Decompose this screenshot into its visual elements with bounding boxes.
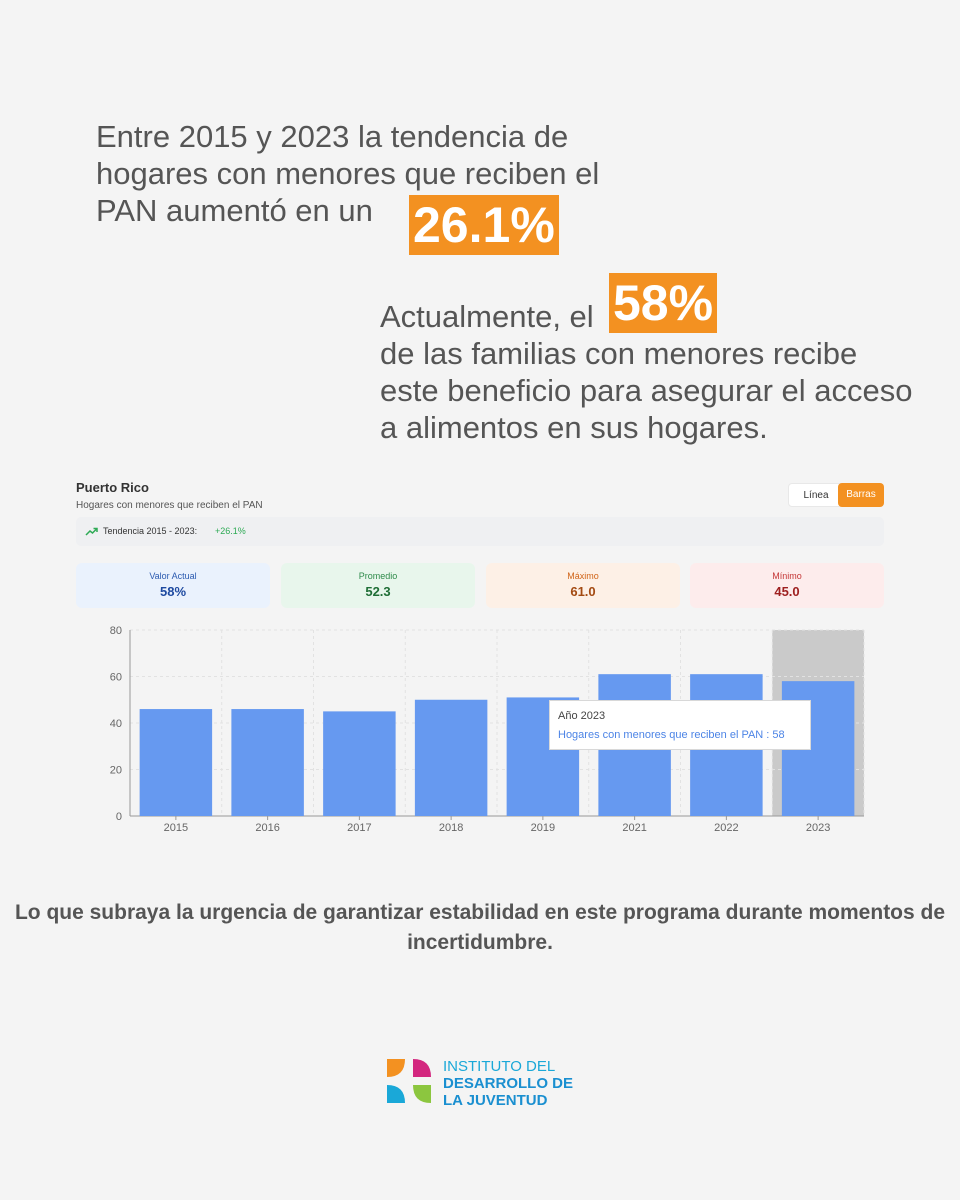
headline-current: Actualmente, el de las familias con meno…	[380, 298, 920, 446]
x-tick-label: 2022	[714, 822, 738, 834]
bar	[139, 709, 213, 816]
x-tick-label: 2018	[439, 822, 463, 834]
stat-minimum: Mínimo 45.0	[690, 563, 884, 608]
bar	[231, 709, 304, 816]
trending-up-icon	[85, 527, 98, 536]
chart-card: Puerto Rico Hogares con menores que reci…	[76, 474, 884, 854]
closing-text: Lo que subraya la urgencia de garantizar…	[14, 901, 946, 954]
toggle-line-button[interactable]: Línea	[788, 483, 844, 507]
stat-label: Promedio	[358, 571, 398, 581]
bar	[414, 699, 488, 816]
logo-line: LA JUVENTUD	[443, 1092, 548, 1109]
card-title: Puerto Rico	[76, 480, 149, 495]
institute-logo-icon	[387, 1059, 431, 1103]
stat-current-value: Valor Actual 58%	[76, 563, 270, 608]
x-tick-label: 2015	[164, 822, 188, 834]
headline-trend-highlight: 26.1%	[409, 195, 559, 255]
headline-current-highlight: 58%	[609, 273, 718, 333]
institute-logo-text: INSTITUTO DEL DESARROLLO DE LA JUVENTUD	[443, 1058, 573, 1109]
x-tick-label: 2021	[622, 822, 646, 834]
x-tick-label: 2023	[806, 822, 830, 834]
x-tick-label: 2017	[347, 822, 371, 834]
trend-summary: Tendencia 2015 - 2023: +26.1%	[76, 517, 884, 546]
trend-label: Tendencia 2015 - 2023:	[103, 526, 198, 536]
y-tick-label: 60	[110, 672, 122, 684]
x-tick-label: 2016	[255, 822, 279, 834]
card-subtitle: Hogares con menores que reciben el PAN	[76, 500, 263, 511]
trend-value: +26.1%	[215, 526, 246, 536]
headline-current-prefix: Actualmente, el	[380, 299, 594, 334]
headline-current-text: de las familias con menores recibe este …	[380, 336, 913, 445]
stat-label: Mínimo	[772, 571, 802, 581]
x-tick-label: 2019	[531, 822, 555, 834]
y-tick-label: 0	[116, 811, 122, 823]
stat-label: Valor Actual	[149, 571, 197, 581]
stat-value: 58%	[159, 584, 187, 599]
y-tick-label: 80	[110, 625, 122, 637]
stat-value: 52.3	[365, 584, 391, 599]
tooltip-title: Año 2023	[558, 710, 606, 722]
y-tick-label: 40	[110, 718, 122, 730]
y-tick-label: 20	[110, 765, 122, 777]
bar	[323, 711, 396, 816]
stat-value: 45.0	[774, 584, 800, 599]
headline-trend: Entre 2015 y 2023 la tendencia de hogare…	[96, 119, 600, 228]
stat-average: Promedio 52.3	[281, 563, 475, 608]
chart-tooltip: Año 2023 Hogares con menores que reciben…	[549, 700, 811, 750]
logo-line: INSTITUTO DEL	[443, 1058, 556, 1075]
stat-value: 61.0	[570, 584, 596, 599]
stat-label: Máximo	[567, 571, 599, 581]
logo-line: DESARROLLO DE	[443, 1075, 574, 1092]
toggle-bars-button[interactable]: Barras	[838, 483, 884, 507]
tooltip-value: Hogares con menores que reciben el PAN :…	[558, 729, 785, 741]
stat-maximum: Máximo 61.0	[486, 563, 680, 608]
